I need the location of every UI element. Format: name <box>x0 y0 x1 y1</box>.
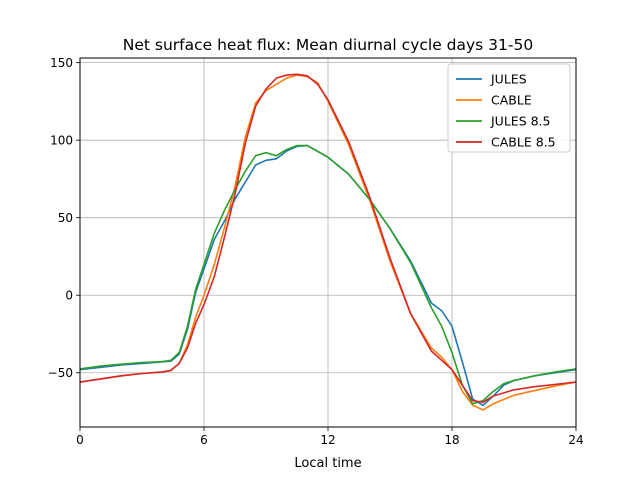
x-tick-label: 6 <box>200 433 208 447</box>
series-lines <box>79 73 577 411</box>
y-tick-label: 50 <box>58 211 73 225</box>
axis-ticks: 0 6 12 18 24 −50 0 50 100 150 <box>48 56 584 447</box>
legend: JULES CABLE JULES 8.5 CABLE 8.5 <box>447 63 571 153</box>
y-tick-label: 150 <box>50 56 73 70</box>
x-tick-label: 12 <box>320 433 335 447</box>
series-line-3 <box>79 144 577 405</box>
series-line-4 <box>79 73 577 403</box>
legend-label: JULES 8.5 <box>490 114 551 129</box>
x-tick-label: 18 <box>444 433 459 447</box>
x-tick-label: 24 <box>568 433 583 447</box>
legend-label: CABLE <box>491 93 532 108</box>
chart-title: Net surface heat flux: Mean diurnal cycl… <box>123 36 533 54</box>
y-tick-label: 100 <box>50 134 73 148</box>
legend-box <box>447 63 571 153</box>
y-tick-label: 0 <box>65 289 73 303</box>
x-axis-label: Local time <box>294 456 361 471</box>
legend-label: JULES <box>490 72 527 87</box>
legend-label: CABLE 8.5 <box>491 135 556 150</box>
y-tick-label: −50 <box>48 366 73 380</box>
x-tick-label: 0 <box>76 433 84 447</box>
